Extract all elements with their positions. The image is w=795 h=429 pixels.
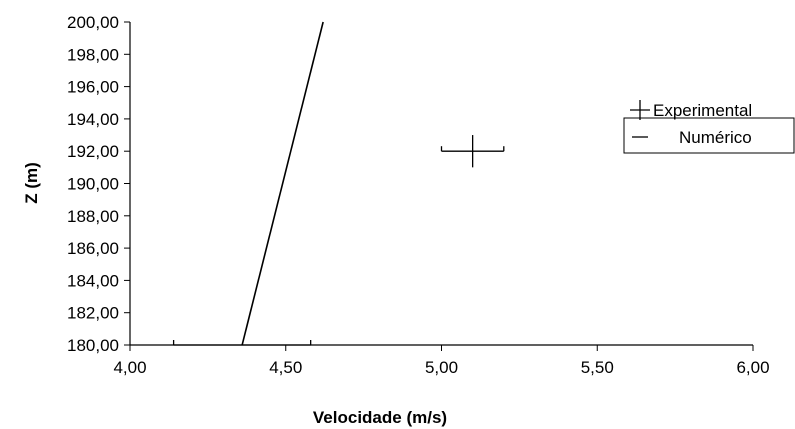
- y-tick-label: 198,00: [67, 45, 119, 64]
- y-tick-label: 186,00: [67, 239, 119, 258]
- legend-label-numerico: Numérico: [679, 128, 752, 147]
- x-tick-label: 4,00: [113, 358, 146, 377]
- y-tick-label: 180,00: [67, 336, 119, 355]
- y-axis-title: Z (m): [22, 162, 41, 204]
- y-tick-label: 200,00: [67, 13, 119, 32]
- experimental-point: [440, 135, 505, 168]
- y-tick-label: 184,00: [67, 271, 119, 290]
- x-tick-label: 6,00: [736, 358, 769, 377]
- y-tick-label: 182,00: [67, 304, 119, 323]
- x-axis-ticks: 4,00 4,50 5,00 5,50 6,00: [113, 345, 770, 377]
- x-axis-title: Velocidade (m/s): [313, 408, 447, 427]
- y-tick-label: 192,00: [67, 142, 119, 161]
- y-tick-label: 194,00: [67, 110, 119, 129]
- legend: Experimental Numérico: [623, 100, 795, 154]
- x-tick-label: 4,50: [269, 358, 302, 377]
- y-tick-label: 196,00: [67, 78, 119, 97]
- plot-area: [129, 22, 753, 346]
- x-tick-label: 5,50: [581, 358, 614, 377]
- series-layer: [172, 21, 505, 346]
- series-numerico-line: [241, 21, 324, 346]
- legend-label-experimental: Experimental: [653, 101, 752, 120]
- legend-symbol-experimental: [630, 100, 650, 120]
- legend-box: [623, 117, 795, 154]
- y-axis-ticks: 180,00 182,00 184,00 186,00 188,00 190,00 192,…: [67, 13, 130, 355]
- experimental-point: [172, 340, 312, 346]
- y-tick-label: 188,00: [67, 207, 119, 226]
- y-tick-label: 190,00: [67, 175, 119, 194]
- x-tick-label: 5,00: [425, 358, 458, 377]
